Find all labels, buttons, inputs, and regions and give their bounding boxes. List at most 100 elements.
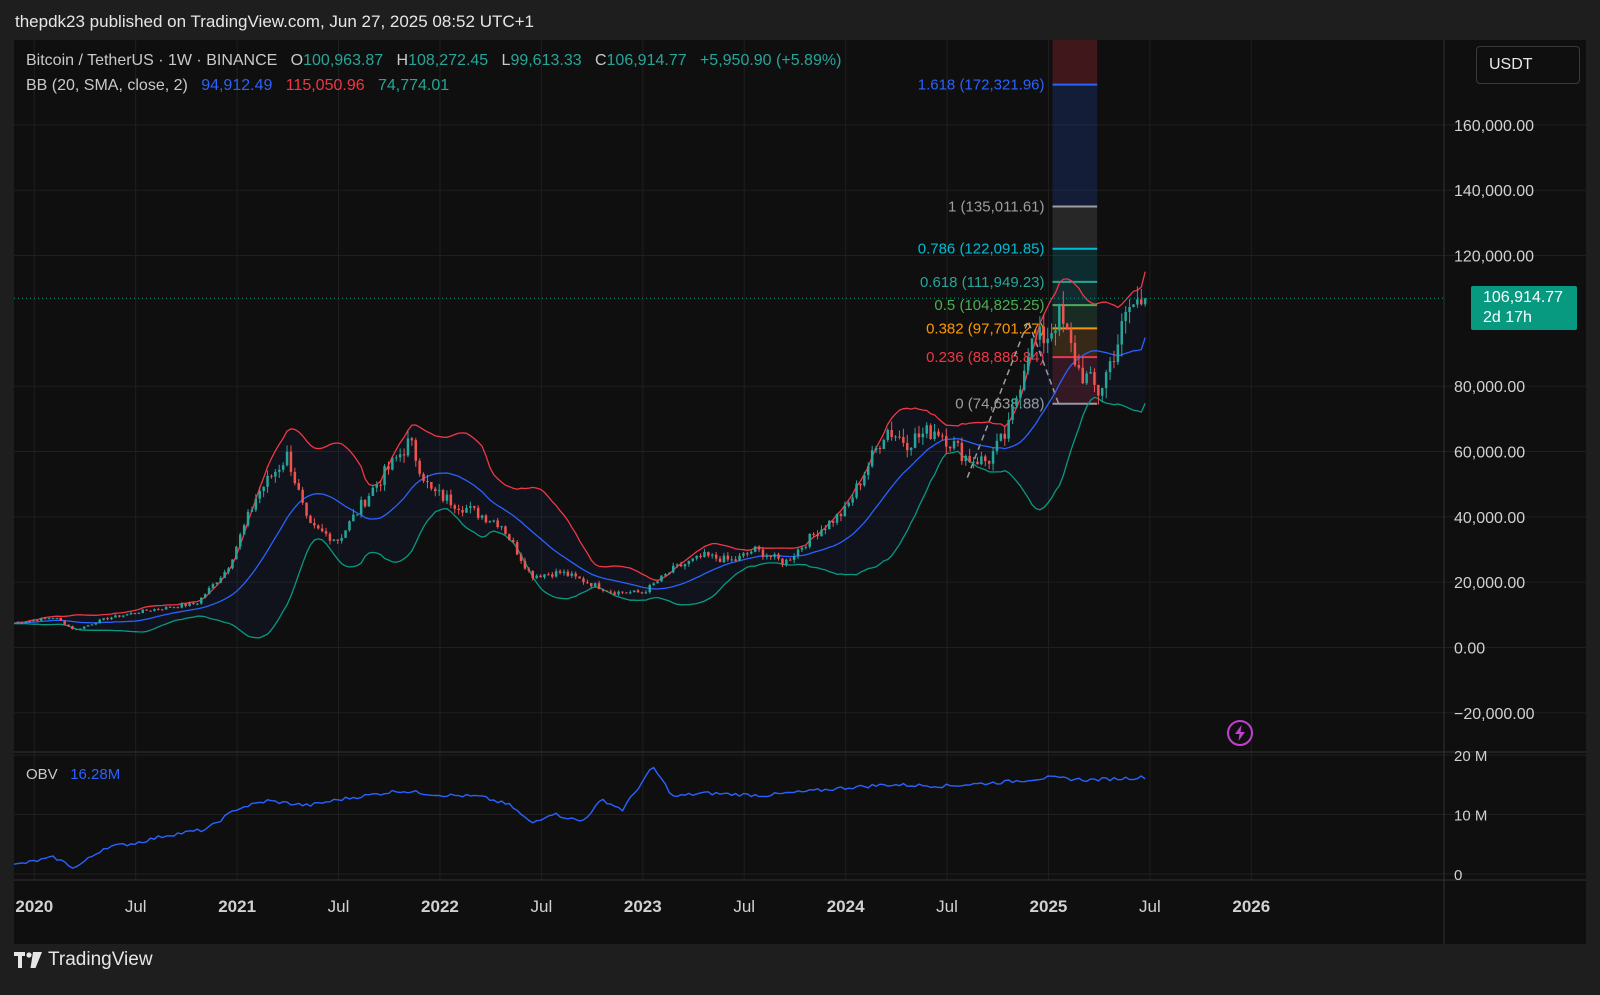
fib-zone xyxy=(1052,248,1098,282)
candle-body xyxy=(32,620,35,622)
last-price-tag: 106,914.77 2d 17h xyxy=(1471,286,1577,331)
price-tick-label: −20,000.00 xyxy=(1454,706,1535,723)
candle-body xyxy=(831,520,835,523)
fib-zone xyxy=(1052,84,1098,207)
price-tick-label: 120,000.00 xyxy=(1454,249,1534,266)
candle-body xyxy=(496,520,499,527)
candle-body xyxy=(465,508,468,513)
bollinger-fill xyxy=(14,271,1146,638)
bollinger-legend[interactable]: BB (20, SMA, close, 2) 94,912.49 115,050… xyxy=(26,77,449,95)
grid-lines xyxy=(14,40,1586,944)
low-value: 99,613.33 xyxy=(510,52,582,69)
chart-frame[interactable]: 1.618 (172,321.96) 1 (135,011.61) 0.786 (1… xyxy=(14,40,1586,944)
candle-body xyxy=(941,435,944,437)
candle-body xyxy=(512,540,515,543)
candle-body xyxy=(675,564,679,566)
candle-body xyxy=(566,571,570,576)
obv-tick-label: 10 M xyxy=(1454,808,1487,825)
low-label: L xyxy=(501,52,511,69)
candle-body xyxy=(418,460,421,474)
candle-body xyxy=(504,526,507,535)
candle-body xyxy=(492,520,495,522)
candle-body xyxy=(184,603,187,606)
candle-body xyxy=(328,533,332,541)
candle-body xyxy=(118,615,121,617)
footer-branding[interactable]: TradingView xyxy=(14,940,153,980)
candle-body xyxy=(1026,356,1030,371)
candle-body xyxy=(1097,384,1100,396)
candle-body xyxy=(769,556,772,557)
candle-body xyxy=(621,591,624,593)
candle-body xyxy=(870,450,874,467)
candle-body xyxy=(281,465,285,470)
candle-body xyxy=(917,433,921,438)
candle-body xyxy=(266,475,269,487)
candle-body xyxy=(1093,372,1096,385)
candle-body xyxy=(473,506,476,508)
candle-body xyxy=(410,438,414,441)
candle-body xyxy=(367,495,371,507)
candle-body xyxy=(461,510,464,513)
obv-tick-label: 20 M xyxy=(1454,748,1487,765)
candle-body xyxy=(753,546,757,552)
candle-body xyxy=(250,509,254,512)
candle-body xyxy=(352,514,355,522)
candle-body xyxy=(110,617,113,620)
candle-body xyxy=(851,497,854,503)
candle-body xyxy=(1085,373,1088,384)
candle-body xyxy=(161,609,164,611)
candle-body xyxy=(1007,419,1010,439)
candle-body xyxy=(656,581,659,584)
candle-body xyxy=(672,565,675,573)
candle-body xyxy=(1140,299,1143,305)
candle-body xyxy=(1030,338,1034,357)
candle-body xyxy=(457,508,460,510)
candle-body xyxy=(1089,372,1092,374)
candle-body xyxy=(878,447,882,449)
lightning-icon[interactable] xyxy=(1226,719,1254,747)
candle-body xyxy=(1062,304,1065,324)
time-tick-label: Jul xyxy=(1139,897,1161,916)
currency-button[interactable]: USDT xyxy=(1476,46,1580,84)
candle-body xyxy=(746,553,749,555)
candle-body xyxy=(168,606,172,608)
candle-body xyxy=(948,446,952,449)
obv-legend[interactable]: OBV 16.28M xyxy=(26,766,120,783)
chart-canvas[interactable]: 1.618 (172,321.96) 1 (135,011.61) 0.786 (1… xyxy=(14,40,1586,944)
candle-body xyxy=(375,484,378,488)
candle-body xyxy=(391,457,394,470)
candle-body xyxy=(379,484,382,486)
candlestick-series xyxy=(14,286,1147,631)
candle-body xyxy=(906,442,909,451)
price-tick-label: 40,000.00 xyxy=(1454,510,1525,527)
candle-body xyxy=(1023,370,1026,390)
candle-body xyxy=(987,461,991,464)
candle-body xyxy=(562,571,566,573)
candle-body xyxy=(445,494,449,501)
time-tick-label: 2025 xyxy=(1030,897,1068,916)
candle-body xyxy=(960,442,964,461)
time-tick-label: Jul xyxy=(328,897,350,916)
footer-brand-text: TradingView xyxy=(48,949,153,970)
candle-body xyxy=(207,588,211,595)
candle-body xyxy=(1011,405,1014,420)
candle-body xyxy=(523,560,527,569)
candle-body xyxy=(106,618,109,620)
candle-body xyxy=(149,610,152,612)
candle-body xyxy=(114,615,117,618)
candle-body xyxy=(500,526,503,528)
time-tick-label: 2023 xyxy=(624,897,662,916)
candle-body xyxy=(28,621,31,623)
candle-body xyxy=(1081,367,1084,384)
candle-body xyxy=(843,505,847,517)
open-label: O xyxy=(290,52,304,69)
candle-body xyxy=(395,457,398,459)
candle-body xyxy=(153,609,156,611)
candle-body xyxy=(660,575,663,582)
candle-body xyxy=(430,482,433,489)
candle-body xyxy=(824,529,827,530)
time-tick-label: 2022 xyxy=(421,897,459,916)
fib-level-label: 0 (74,638.88) xyxy=(955,396,1044,413)
candle-body xyxy=(1015,398,1018,406)
fibonacci-extension[interactable]: 1.618 (172,321.96) 1 (135,011.61) 0.786 (1… xyxy=(918,40,1098,478)
